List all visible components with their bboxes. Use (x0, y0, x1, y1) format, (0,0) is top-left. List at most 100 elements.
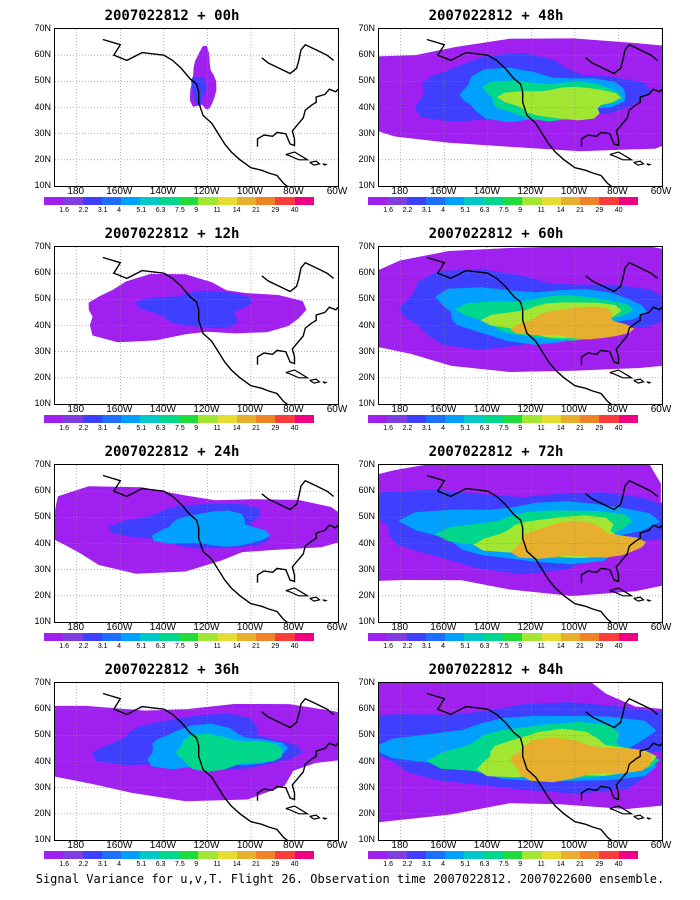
colorbar-label: 2.2 (402, 425, 413, 432)
colorbar-label: 40 (614, 861, 623, 868)
longitude-label: 60W (650, 404, 672, 415)
map-panel: 2007022812 + 84h 70N 60N 50N 40N 30N 20N 10N 180… (346, 662, 671, 872)
colorbar-swatch (580, 415, 600, 423)
colorbar-label: 3.1 (421, 643, 432, 650)
colorbar-label: 2.2 (78, 643, 89, 650)
latitude-label: 20N (34, 371, 51, 382)
colorbar-label: 1.6 (59, 425, 70, 432)
longitude-label: 120W (193, 840, 220, 851)
longitude-label: 100W (236, 186, 263, 197)
coastline (633, 596, 645, 602)
latitude-label: 60N (358, 267, 375, 278)
colorbar-label: 14 (556, 861, 565, 868)
colorbar-label: 29 (271, 207, 280, 214)
latitude-label: 30N (358, 345, 375, 356)
colorbar (44, 633, 314, 641)
colorbar-labels: 1.6 2.2 3.1 4 5.1 6.3 7.5 9 11 14 21 29 40 (370, 643, 640, 653)
longitude-label: 140W (473, 840, 500, 851)
map-area (54, 464, 339, 623)
map-panel: 2007022812 + 00h 70N 60N 50N 40N 30N 20N 10N 180… (22, 8, 347, 218)
latitude-label: 70N (358, 23, 375, 33)
colorbar-swatch (618, 197, 638, 205)
colorbar-label: 9 (194, 643, 199, 650)
colorbar-swatch (560, 851, 581, 859)
map-plot (55, 247, 338, 404)
colorbar-label: 2.2 (402, 861, 413, 868)
colorbar-label: 9 (194, 425, 199, 432)
colorbar-label: 1.6 (383, 425, 394, 432)
colorbar-swatch (140, 415, 160, 423)
coastline (322, 599, 328, 602)
latitude-label: 60N (358, 49, 375, 60)
latitude-label: 40N (358, 319, 375, 330)
colorbar-swatch (541, 197, 561, 205)
colorbar-label: 21 (576, 643, 584, 650)
colorbar-swatch (406, 197, 426, 205)
colorbar-label: 5.1 (136, 425, 147, 432)
colorbar-swatch (275, 197, 295, 205)
map-plot (379, 29, 662, 186)
colorbar-label: 11 (213, 643, 221, 650)
colorbar-swatch (445, 197, 465, 205)
colorbar-swatch (580, 197, 600, 205)
panel-title: 2007022812 + 36h (104, 662, 240, 678)
longitude-label: 140W (473, 186, 500, 197)
colorbar-label: 4 (117, 425, 122, 432)
colorbar-label: 2.2 (78, 861, 89, 868)
panel-title: 2007022812 + 60h (428, 226, 564, 242)
coastline (609, 369, 634, 379)
longitude-label: 80W (283, 404, 304, 415)
map-plot (55, 29, 338, 186)
colorbar-swatch (406, 851, 426, 859)
latitude-label: 40N (358, 101, 375, 112)
latitude-label: 40N (34, 319, 51, 330)
colorbar-swatch (101, 197, 122, 205)
latitude-label: 20N (358, 589, 375, 600)
colorbar-label: 6.3 (479, 861, 490, 868)
colorbar-swatch (618, 633, 638, 641)
map-plot (55, 683, 338, 840)
colorbar-swatch (580, 851, 600, 859)
longitude-label: 160W (430, 622, 457, 633)
longitude-label: 120W (193, 404, 220, 415)
coastline (256, 742, 338, 801)
latitude-label: 20N (34, 589, 51, 600)
colorbar-label: 40 (614, 207, 623, 214)
coastline (285, 151, 310, 161)
variance-contour (511, 520, 647, 559)
panel-title: 2007022812 + 72h (428, 444, 564, 460)
coastline (426, 38, 612, 186)
colorbar-label: 7.5 (175, 207, 185, 214)
colorbar-swatch (541, 415, 561, 423)
latitude-label: 20N (34, 153, 51, 164)
colorbar-label: 6.3 (155, 207, 166, 214)
longitude-label: 100W (560, 622, 587, 633)
colorbar-swatch (63, 633, 83, 641)
colorbar-label: 7.5 (499, 861, 509, 868)
map-area (54, 682, 339, 841)
latitude-label: 30N (34, 563, 51, 574)
colorbar-swatch (406, 415, 426, 423)
coastline (426, 474, 612, 622)
longitude-label: 160W (430, 840, 457, 851)
longitude-label: 160W (106, 840, 133, 851)
coastline (580, 742, 662, 801)
longitude-label: 80W (607, 622, 628, 633)
coastline (609, 587, 634, 597)
latitude-label: 50N (34, 75, 51, 86)
coastline (646, 817, 652, 820)
colorbar-label: 21 (576, 425, 584, 432)
colorbar-label: 6.3 (155, 643, 166, 650)
colorbar-label: 21 (252, 861, 260, 868)
figure-caption: Signal Variance for u,v,T. Flight 26. Ob… (35, 872, 665, 886)
panel-title: 2007022812 + 48h (428, 8, 564, 24)
colorbar-swatch (256, 851, 276, 859)
longitude-label: 180 (67, 186, 85, 197)
latitude-label: 70N (358, 459, 375, 469)
colorbar-labels: 1.6 2.2 3.1 4 5.1 6.3 7.5 9 11 14 21 29 40 (370, 207, 640, 217)
colorbar-labels: 1.6 2.2 3.1 4 5.1 6.3 7.5 9 11 14 21 29 40 (46, 207, 316, 217)
colorbar-swatch (445, 633, 465, 641)
variance-contour (496, 86, 621, 121)
colorbar-swatch (159, 633, 179, 641)
coastline (261, 261, 335, 293)
